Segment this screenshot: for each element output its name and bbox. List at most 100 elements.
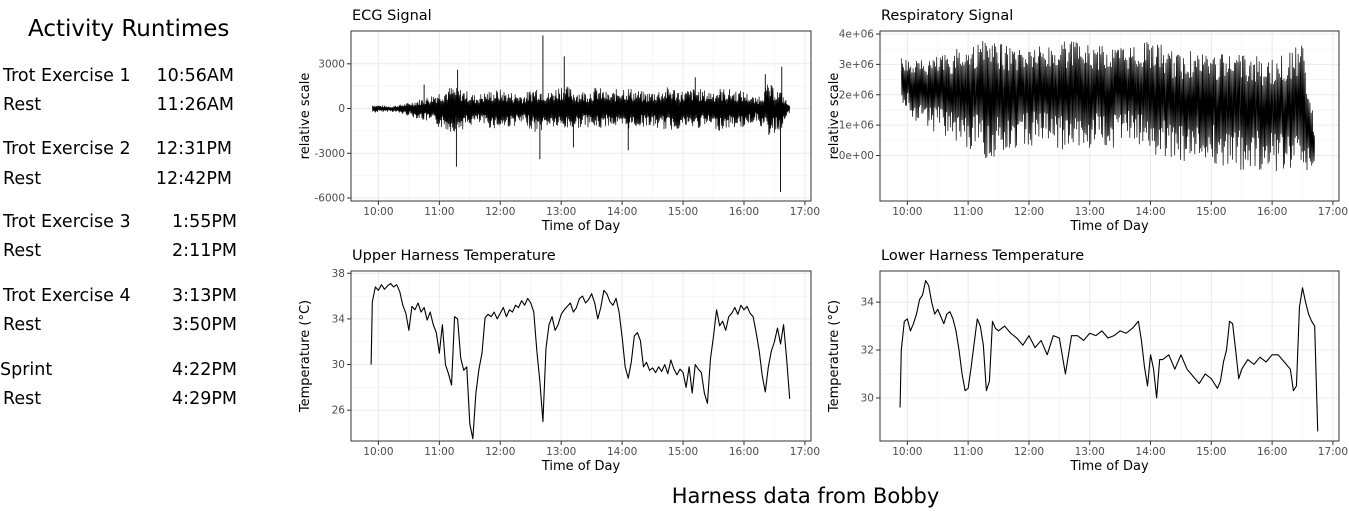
x-tick-label: 15:00 <box>1196 446 1226 458</box>
y-tick-label: 38 <box>332 268 345 280</box>
y-axis-label: Temperature (°C) <box>298 300 313 413</box>
data-series-line <box>371 84 791 135</box>
panel-border <box>879 270 1340 442</box>
activity-runtimes-panel: Activity Runtimes Trot Exercise 1 10:56AM… <box>0 0 290 440</box>
x-tick-label: 13:00 <box>1075 446 1105 458</box>
x-tick-label: 17:00 <box>790 446 820 458</box>
y-tick-label: 0e+00 <box>839 150 874 162</box>
x-tick-label: 16:00 <box>729 446 759 458</box>
activity-row: Trot Exercise 2 12:31PM <box>0 139 280 161</box>
x-tick-label: 10:00 <box>363 206 393 218</box>
x-tick-label: 17:00 <box>1318 446 1348 458</box>
y-axis-label: relative scale <box>827 73 842 160</box>
activity-label: Rest <box>3 315 42 335</box>
x-tick-label: 16:00 <box>1257 206 1287 218</box>
x-tick-label: 12:00 <box>1014 446 1044 458</box>
chart-title: Respiratory Signal <box>881 8 1013 24</box>
y-axis-label: relative scale <box>298 73 313 160</box>
x-tick-label: 10:00 <box>363 446 393 458</box>
y-tick-label: 26 <box>332 405 346 417</box>
x-axis-label: Time of Day <box>1069 219 1149 234</box>
activity-runtimes-title: Activity Runtimes <box>28 16 230 42</box>
y-tick-label: 3e+06 <box>839 59 875 71</box>
activity-label: Rest <box>3 169 42 189</box>
x-tick-label: 12:00 <box>485 446 515 458</box>
activity-label: Trot Exercise 3 <box>3 212 131 232</box>
activity-row: Rest 11:26AM <box>0 95 280 117</box>
chart-resp: 10:00 11:00 12:00 13:00 14:00 15:00 16:00 17:00… <box>827 8 1348 234</box>
activity-row: Rest 3:50PM <box>0 315 280 337</box>
activity-time: 12:42PM <box>155 169 232 189</box>
y-tick-label: 1e+06 <box>839 120 875 132</box>
activity-row: Trot Exercise 4 3:13PM <box>0 286 280 308</box>
chart-title: ECG Signal <box>352 8 432 24</box>
activity-time: 3:13PM <box>172 286 237 306</box>
activity-row: Trot Exercise 1 10:56AM <box>0 66 280 88</box>
x-tick-label: 17:00 <box>1318 206 1348 218</box>
data-series-line <box>900 41 1316 172</box>
x-tick-label: 12:00 <box>485 206 515 218</box>
x-tick-label: 10:00 <box>892 446 922 458</box>
chart-lower-temp: 10:00 11:00 12:00 13:00 14:00 15:00 16:00 17:00… <box>827 248 1348 474</box>
activity-row: Sprint 4:22PM <box>0 360 280 382</box>
chart-title: Upper Harness Temperature <box>352 248 556 264</box>
y-tick-label: 0 <box>338 103 345 115</box>
activity-time: 4:22PM <box>172 360 237 380</box>
x-tick-label: 12:00 <box>1014 206 1044 218</box>
x-tick-label: 11:00 <box>953 206 983 218</box>
activity-row: Trot Exercise 3 1:55PM <box>0 212 280 234</box>
y-tick-label: 32 <box>861 345 874 357</box>
data-series-line <box>899 280 1319 432</box>
y-tick-label: -6000 <box>314 193 345 205</box>
x-tick-label: 11:00 <box>424 206 454 218</box>
x-tick-label: 13:00 <box>546 206 576 218</box>
x-axis-label: Time of Day <box>541 459 621 474</box>
y-tick-label: 34 <box>861 297 875 309</box>
y-tick-label: 3000 <box>318 58 345 70</box>
chart-upper-temp: 10:00 11:00 12:00 13:00 14:00 15:00 16:00 17:00… <box>298 248 820 474</box>
x-tick-label: 11:00 <box>424 446 454 458</box>
x-tick-label: 14:00 <box>1135 206 1165 218</box>
activity-row: Rest 4:29PM <box>0 389 280 411</box>
activity-label: Trot Exercise 4 <box>3 286 131 306</box>
x-tick-label: 11:00 <box>953 446 983 458</box>
x-tick-label: 14:00 <box>607 206 637 218</box>
activity-time: 1:55PM <box>172 212 237 232</box>
x-tick-label: 17:00 <box>790 206 820 218</box>
x-tick-label: 15:00 <box>1196 206 1226 218</box>
activity-time: 2:11PM <box>172 241 237 261</box>
x-tick-label: 16:00 <box>1257 446 1287 458</box>
data-series-line <box>370 283 791 440</box>
x-tick-label: 10:00 <box>892 206 922 218</box>
x-axis-label: Time of Day <box>1069 459 1149 474</box>
figure-caption: Harness data from Bobby <box>671 484 940 508</box>
y-tick-label: 4e+06 <box>839 29 875 41</box>
chart-title: Lower Harness Temperature <box>881 248 1084 264</box>
y-axis-label: Temperature (°C) <box>827 300 842 413</box>
y-tick-label: -3000 <box>314 148 345 160</box>
activity-label: Rest <box>3 241 42 261</box>
x-axis-label: Time of Day <box>541 219 621 234</box>
y-tick-label: 34 <box>332 313 346 325</box>
activity-row: Rest 12:42PM <box>0 169 280 191</box>
activity-label: Trot Exercise 1 <box>3 66 131 86</box>
x-tick-label: 13:00 <box>1075 206 1105 218</box>
y-tick-label: 2e+06 <box>839 89 875 101</box>
x-tick-label: 16:00 <box>729 206 759 218</box>
activity-label: Rest <box>3 95 42 115</box>
panel-border <box>350 30 812 202</box>
activity-time: 4:29PM <box>172 389 237 409</box>
panel-border <box>879 30 1340 202</box>
x-tick-label: 14:00 <box>607 446 637 458</box>
activity-label: Rest <box>3 389 42 409</box>
activity-time: 12:31PM <box>155 139 232 159</box>
activity-time: 10:56AM <box>156 66 234 86</box>
y-tick-label: 30 <box>861 392 874 404</box>
activity-time: 3:50PM <box>172 315 237 335</box>
y-tick-label: 30 <box>332 359 345 371</box>
activity-row: Rest 2:11PM <box>0 241 280 263</box>
chart-ecg: 10:00 11:00 12:00 13:00 14:00 15:00 16:00 17:00… <box>298 8 820 234</box>
x-tick-label: 14:00 <box>1135 446 1165 458</box>
charts-container: 10:00 11:00 12:00 13:00 14:00 15:00 16:00 17:00… <box>298 8 1348 474</box>
activity-label: Trot Exercise 2 <box>3 139 131 159</box>
